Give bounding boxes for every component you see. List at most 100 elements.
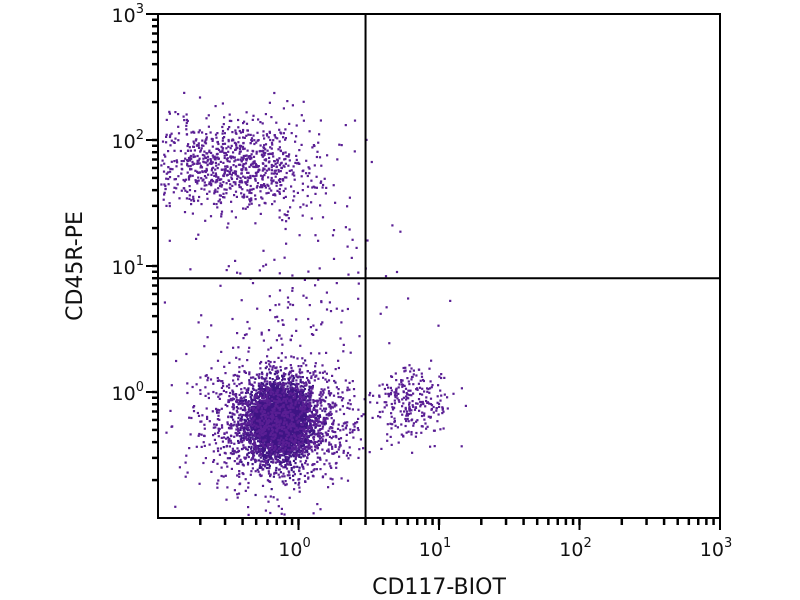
data-point <box>243 396 246 399</box>
data-point <box>272 381 275 384</box>
data-point <box>297 400 300 403</box>
data-point <box>246 428 250 431</box>
data-point <box>231 389 234 392</box>
data-point <box>296 412 299 415</box>
data-point <box>280 409 283 412</box>
data-point <box>297 408 300 411</box>
data-point <box>334 462 337 465</box>
data-point <box>268 450 271 453</box>
data-point <box>316 440 319 444</box>
data-point <box>260 445 263 448</box>
data-point <box>226 436 229 439</box>
data-point <box>295 433 298 436</box>
data-point <box>239 413 242 416</box>
data-point <box>258 435 261 438</box>
data-point <box>312 420 315 423</box>
data-point <box>277 427 280 430</box>
data-point <box>244 395 247 398</box>
data-point <box>252 426 255 429</box>
data-point <box>281 401 284 405</box>
data-point <box>266 440 269 443</box>
data-point <box>272 382 275 385</box>
data-point <box>199 389 202 392</box>
data-point <box>248 371 251 374</box>
data-point <box>263 380 266 383</box>
data-point <box>248 434 251 437</box>
data-point <box>285 434 288 437</box>
data-point <box>259 456 262 459</box>
data-point <box>282 415 285 418</box>
data-point <box>245 427 248 430</box>
data-point <box>275 400 278 403</box>
data-point <box>240 415 243 418</box>
data-point <box>239 438 242 441</box>
data-point <box>284 465 287 468</box>
data-point <box>321 398 324 401</box>
data-point <box>174 505 177 508</box>
data-point <box>233 420 236 423</box>
data-point <box>275 466 278 470</box>
data-point <box>229 399 232 402</box>
data-point <box>277 413 280 416</box>
data-point <box>253 417 256 420</box>
data-point <box>287 448 290 452</box>
data-point <box>267 423 271 426</box>
data-point <box>299 418 302 421</box>
data-point <box>301 463 304 466</box>
data-point <box>259 407 262 410</box>
data-point <box>308 447 312 450</box>
data-point <box>262 388 266 391</box>
data-point <box>290 469 293 472</box>
data-point <box>262 384 265 387</box>
data-point <box>296 420 299 423</box>
data-point <box>290 447 294 450</box>
data-point <box>293 421 296 425</box>
data-point <box>377 415 380 418</box>
data-point <box>252 455 255 458</box>
data-point <box>284 411 287 415</box>
data-point <box>267 406 270 409</box>
data-point <box>264 402 267 405</box>
data-point <box>298 443 301 446</box>
data-point <box>286 474 289 477</box>
data-point <box>260 387 264 390</box>
data-point <box>295 413 298 416</box>
data-point <box>280 444 283 447</box>
data-point <box>302 413 305 417</box>
data-point <box>243 426 246 429</box>
data-point <box>254 394 257 397</box>
data-point <box>305 422 308 425</box>
data-point <box>279 365 282 369</box>
data-point <box>296 423 299 426</box>
data-point <box>270 460 273 463</box>
data-point <box>283 454 286 457</box>
data-point <box>267 452 270 455</box>
data-point <box>295 428 298 431</box>
data-point <box>299 472 302 476</box>
data-point <box>214 426 217 429</box>
data-point <box>281 430 284 433</box>
data-point <box>284 445 287 448</box>
data-point <box>275 410 278 413</box>
data-point <box>273 413 276 416</box>
data-point <box>260 433 263 436</box>
data-point <box>244 436 247 439</box>
data-point <box>260 448 263 451</box>
data-point <box>293 446 296 449</box>
data-point <box>257 423 260 426</box>
data-point <box>250 400 253 403</box>
data-point <box>310 424 313 427</box>
data-point <box>302 393 305 396</box>
data-point <box>290 383 293 386</box>
data-point <box>300 412 303 415</box>
data-point <box>267 441 271 444</box>
data-point <box>261 460 264 463</box>
data-point <box>295 426 298 429</box>
data-point <box>296 399 299 402</box>
data-point <box>298 419 301 422</box>
data-point <box>290 435 293 438</box>
data-points <box>160 91 467 516</box>
data-point <box>254 437 257 440</box>
data-point <box>289 398 292 401</box>
data-point <box>331 478 334 481</box>
